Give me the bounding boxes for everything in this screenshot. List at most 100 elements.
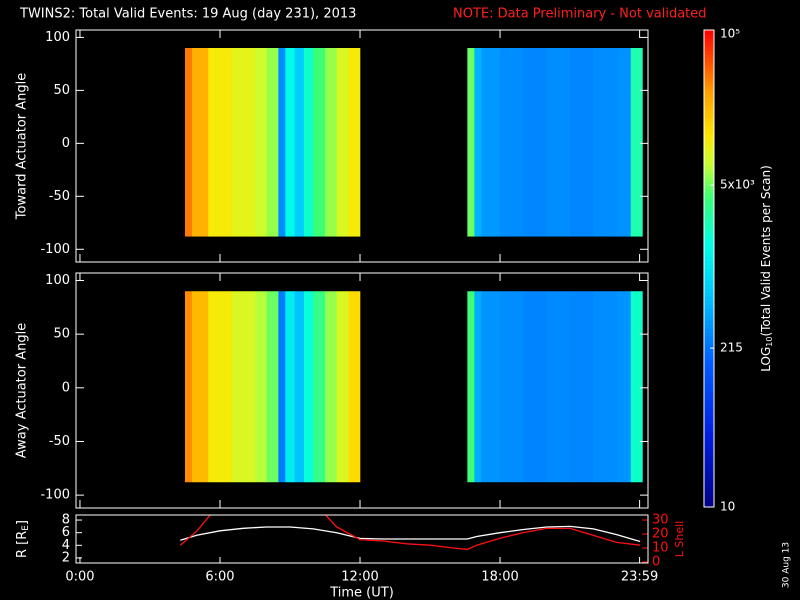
heatmap-cell <box>630 48 643 237</box>
colorbar-stripe <box>704 292 714 297</box>
colorbar-stripe <box>704 240 714 246</box>
y2-tick-label: 0 <box>652 555 660 570</box>
colorbar-stripe <box>704 367 714 373</box>
colorbar-stripe <box>704 324 714 329</box>
colorbar-stripe <box>704 455 714 460</box>
colorbar-stripe <box>704 479 714 484</box>
colorbar-stripe <box>704 165 714 170</box>
heatmap-cell <box>266 291 279 483</box>
heatmap-cell <box>336 48 349 237</box>
y-tick-label: -50 <box>49 434 70 449</box>
heatmap-cell <box>191 291 209 483</box>
colorbar-stripe <box>704 395 714 401</box>
x-axis-label: Time (UT) <box>329 586 394 600</box>
colorbar-stripe <box>704 248 714 254</box>
colorbar-stripe <box>704 109 714 114</box>
heatmap-cell <box>313 291 326 483</box>
heatmap-cell <box>481 291 501 483</box>
colorbar-stripe <box>704 49 714 55</box>
colorbar-stripe <box>704 344 714 349</box>
colorbar-stripe <box>704 340 714 345</box>
colorbar-stripe <box>704 77 714 83</box>
heatmap-cell <box>467 48 475 237</box>
colorbar-stripe <box>704 30 714 35</box>
heatmap-cell <box>593 291 618 483</box>
colorbar-stripe <box>704 308 714 313</box>
colorbar-stripe <box>704 264 714 269</box>
colorbar-stripe <box>704 137 714 142</box>
heatmap-cell <box>184 48 193 237</box>
plot-frame <box>75 29 649 263</box>
colorbar-stripe <box>704 280 714 285</box>
colorbar-stripe <box>704 316 714 321</box>
heatmap-cell <box>254 48 267 237</box>
colorbar-stripe <box>704 177 714 182</box>
colorbar-stripe <box>704 459 714 464</box>
colorbar-stripe <box>704 312 714 317</box>
heatmap-cell <box>278 48 286 237</box>
y-tick-label: -100 <box>40 488 70 503</box>
colorbar-stripe <box>704 351 714 357</box>
heatmap-cell <box>570 291 594 483</box>
heatmap-cell <box>285 48 295 237</box>
colorbar-stripe <box>704 260 714 266</box>
colorbar-stripe <box>704 471 714 476</box>
colorbar-stripe <box>704 252 714 258</box>
y-tick-label: 100 <box>45 30 70 45</box>
heatmap-cell <box>294 48 305 237</box>
y-tick-label: 100 <box>45 273 70 288</box>
colorbar-stripe <box>704 304 714 309</box>
chart-title: TWINS2: Total Valid Events: 19 Aug (day … <box>19 7 356 22</box>
colorbar-stripe <box>704 371 714 377</box>
y-tick-label: 50 <box>53 327 70 342</box>
colorbar-stripe <box>704 65 714 71</box>
colorbar-stripe <box>704 145 714 150</box>
colorbar-stripe <box>704 495 714 500</box>
y-tick-label: 0 <box>62 136 70 151</box>
label-part: E <box>21 525 31 531</box>
heatmap-cell <box>231 291 256 483</box>
colorbar-stripe <box>704 232 714 238</box>
colorbar-stripe <box>704 161 714 166</box>
colorbar-stripe <box>704 89 714 95</box>
colorbar-stripe <box>704 169 714 174</box>
colorbar-stripe <box>704 332 714 337</box>
colorbar-stripe <box>704 61 714 67</box>
colorbar-stripe <box>704 45 714 51</box>
y2-tick-label: 10 <box>652 541 669 556</box>
heatmap-cell <box>481 48 501 237</box>
colorbar-stripe <box>704 288 714 293</box>
colorbar-stripe <box>704 355 714 361</box>
colorbar-stripe <box>704 300 714 305</box>
colorbar-stripe <box>704 443 714 448</box>
colorbar-stripe <box>704 383 714 389</box>
colorbar-stripe <box>704 447 714 452</box>
colorbar-stripe <box>704 336 714 341</box>
heatmap-cell <box>184 291 193 483</box>
colorbar-stripe <box>704 407 714 413</box>
heatmap-cell <box>593 48 618 237</box>
y2-tick-label: 30 <box>652 513 669 528</box>
heatmap-cell <box>231 48 256 237</box>
colorbar-stripe <box>704 69 714 75</box>
colorbar-stripe <box>704 256 714 262</box>
label-part: ] <box>15 520 30 525</box>
plot-frame <box>75 272 649 509</box>
colorbar-stripe <box>704 487 714 492</box>
heatmap-cell <box>348 48 361 237</box>
colorbar-stripe <box>704 463 714 468</box>
colorbar-stripe <box>704 475 714 480</box>
series-line <box>180 525 641 543</box>
colorbar-stripe <box>704 216 714 222</box>
colorbar-tick-label: 10⁵ <box>720 27 740 41</box>
heatmap-cell <box>616 291 632 483</box>
y-tick-label: 0 <box>62 380 70 395</box>
colorbar-stripe <box>704 499 714 504</box>
colorbar-stripe <box>704 483 714 488</box>
label-part: R [R <box>15 531 30 558</box>
colorbar-stripe <box>704 121 714 126</box>
colorbar-stripe <box>704 149 714 154</box>
colorbar-stripe <box>704 403 714 409</box>
colorbar-stripe <box>704 85 714 91</box>
